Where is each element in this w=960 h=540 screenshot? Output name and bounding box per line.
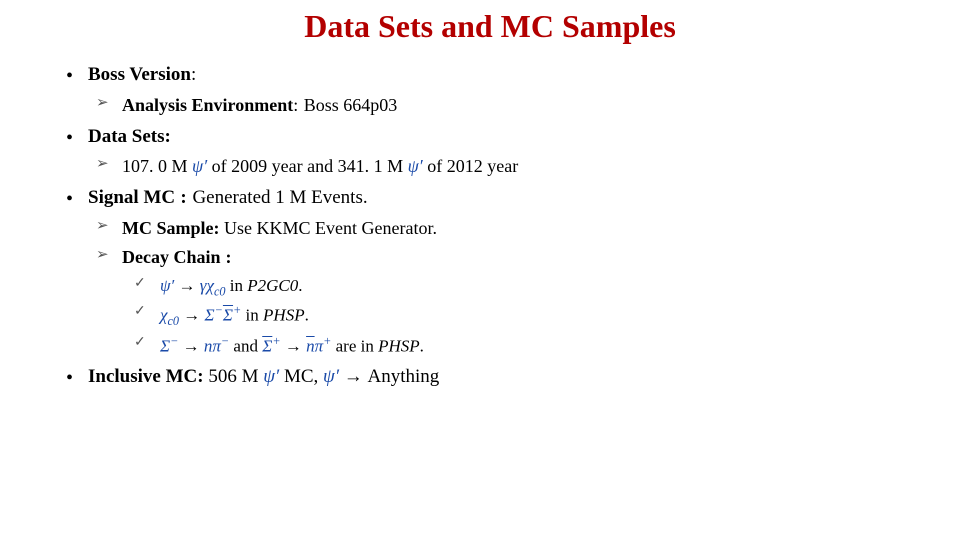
count-2009: 107. 0 M (122, 156, 188, 176)
mc-sample-label: MC Sample: (122, 218, 220, 238)
decay-chain-list: ψ′ → γχc0 in P2GC0. χc0 → Σ−Σ+ in PHSP. (122, 273, 920, 359)
section-boss: Boss Version: Analysis Environment: Boss… (66, 61, 920, 119)
dc3-tail: are in (336, 336, 378, 355)
content-list: Boss Version: Analysis Environment: Boss… (60, 61, 920, 391)
dc3-pi-minus: − (221, 334, 229, 348)
dc3-mode: PHSP (378, 336, 420, 355)
decay-chain: Decay Chain : ψ′ → γχc0 in P2GC0. χc0 → (96, 244, 920, 359)
inclusive-anything: Anything (368, 366, 440, 387)
dc3-sigma-plus-sup: + (272, 334, 280, 348)
dc1-psi: ψ′ (160, 276, 174, 295)
dc3-and: and (233, 336, 262, 355)
inclusive-psi-2: ψ′ (323, 366, 339, 387)
dc2-sigma-minus: Σ (205, 306, 215, 325)
signal-mc-generated: Generated 1 M Events. (192, 187, 367, 208)
dc3-pi: π (212, 336, 221, 355)
text-2009: of 2009 year and (212, 156, 338, 176)
dc1-chi-sub: c0 (214, 284, 226, 298)
dc2-sigma-plus-sup: + (233, 303, 241, 317)
dc3-pi2: π (315, 336, 324, 355)
inclusive-mc-label: Inclusive MC: (88, 366, 204, 387)
dc1-tail: in (230, 276, 247, 295)
slide-root: Data Sets and MC Samples Boss Version: A… (0, 0, 960, 540)
section-inclusive-mc: Inclusive MC: 506 M ψ′ MC, ψ′ → Anything (66, 363, 920, 392)
dc2-arrow: → (183, 306, 204, 325)
inclusive-psi-1: ψ′ (263, 366, 279, 387)
dc3-sigma-minus-sup: − (170, 334, 178, 348)
dc3-end: . (420, 336, 424, 355)
psi-prime-1: ψ′ (192, 156, 207, 176)
section-signal-mc: Signal MC : Generated 1 M Events. MC Sam… (66, 184, 920, 359)
boss-env: Analysis Environment: Boss 664p03 (96, 92, 920, 119)
boss-sublist: Analysis Environment: Boss 664p03 (88, 92, 920, 119)
dc3-arrow2: → (285, 336, 306, 355)
inclusive-mc-text: MC, (284, 366, 323, 387)
dc2-end: . (305, 306, 309, 325)
mc-sample: MC Sample: Use KKMC Event Generator. (96, 215, 920, 242)
count-2012: 341. 1 M (338, 156, 404, 176)
mc-sample-value: Use KKMC Event Generator. (224, 218, 437, 238)
dc3-nbar: n (306, 336, 315, 355)
decay-line-3: Σ− → nπ− and Σ+ → nπ+ are in PHSP. (134, 332, 920, 359)
dc1-chi: χ (206, 276, 213, 295)
inclusive-mc-count: 506 M (208, 366, 258, 387)
datasets-sublist: 107. 0 M ψ′ of 2009 year and 341. 1 M ψ′… (88, 153, 920, 180)
datasets-line: 107. 0 M ψ′ of 2009 year and 341. 1 M ψ′… (96, 153, 920, 180)
psi-prime-2: ψ′ (408, 156, 423, 176)
dc3-pi-plus: + (323, 334, 331, 348)
signal-mc-sublist: MC Sample: Use KKMC Event Generator. Dec… (88, 215, 920, 359)
boss-label: Boss Version (88, 64, 191, 85)
dc2-mode: PHSP (263, 306, 305, 325)
section-datasets: Data Sets: 107. 0 M ψ′ of 2009 year and … (66, 123, 920, 181)
env-value: Boss 664p03 (304, 95, 398, 115)
env-label: Analysis Environment (122, 95, 293, 115)
decay-line-2: χc0 → Σ−Σ+ in PHSP. (134, 301, 920, 330)
text-2012: of 2012 year (427, 156, 518, 176)
signal-mc-label: Signal MC (88, 187, 175, 208)
dc3-arrow1: → (183, 336, 204, 355)
page-title: Data Sets and MC Samples (60, 8, 920, 45)
decay-chain-label: Decay Chain (122, 247, 221, 267)
dc3-sigma-plus-bar: Σ (262, 336, 272, 355)
dc2-sigma-minus-sup: − (215, 303, 223, 317)
dc2-tail: in (246, 306, 263, 325)
dc2-chi-sub: c0 (167, 314, 179, 328)
dc3-sigma-minus: Σ (160, 336, 170, 355)
datasets-label: Data Sets: (88, 126, 171, 147)
inclusive-arrow: → (344, 366, 363, 387)
dc1-arrow: → (179, 276, 196, 295)
dc1-mode: P2GC0 (247, 276, 298, 295)
dc1-end: . (298, 276, 302, 295)
dc2-sigma-plus-bar: Σ (223, 306, 233, 325)
decay-line-1: ψ′ → γχc0 in P2GC0. (134, 273, 920, 301)
